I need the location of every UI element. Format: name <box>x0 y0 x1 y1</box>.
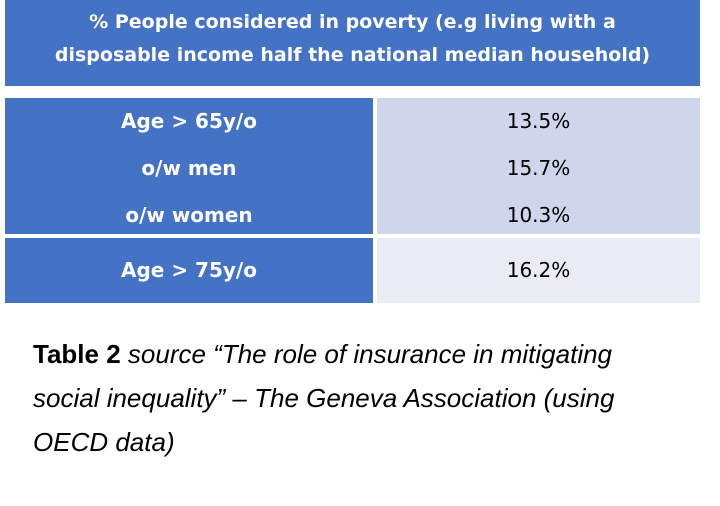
table-header: % People considered in poverty (e.g livi… <box>5 0 700 86</box>
header-line-2: disposable income half the national medi… <box>54 44 651 66</box>
table-caption: Table 2 source “The role of insurance in… <box>33 332 683 464</box>
value-age-65: 13.5% <box>506 109 571 133</box>
group1-value-cell: 13.5% 15.7% 10.3% <box>377 98 700 234</box>
table-group-age-75: Age > 75y/o 16.2% <box>5 238 700 303</box>
label-women: o/w women <box>125 203 253 227</box>
label-men: o/w men <box>141 156 237 180</box>
label-age-65: Age > 65y/o <box>121 109 257 133</box>
label-age-75: Age > 75y/o <box>5 238 373 303</box>
row-separator <box>5 234 700 238</box>
caption-text: source “The role of insurance in mitigat… <box>33 339 615 457</box>
value-men: 15.7% <box>506 156 571 180</box>
value-age-75: 16.2% <box>377 238 700 303</box>
poverty-table: % People considered in poverty (e.g livi… <box>5 0 700 303</box>
table-group-age-65: Age > 65y/o o/w men o/w women 13.5% 15.7… <box>5 98 700 234</box>
header-line-1: % People considered in poverty (e.g livi… <box>89 11 616 33</box>
group1-label-cell: Age > 65y/o o/w men o/w women <box>5 98 373 234</box>
caption-lead: Table 2 <box>33 339 121 369</box>
value-women: 10.3% <box>506 203 571 227</box>
header-gap <box>5 86 700 98</box>
